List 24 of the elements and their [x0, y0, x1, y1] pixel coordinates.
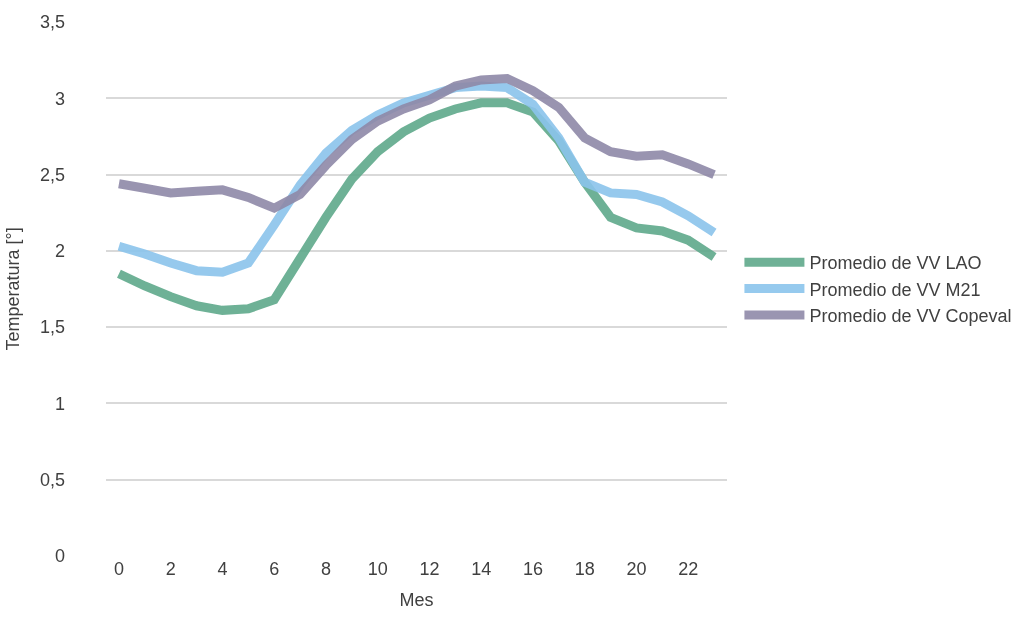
x-tick-label: 2: [165, 559, 176, 579]
x-tick-label: 18: [574, 559, 595, 579]
y-tick-label: 1,5: [39, 317, 65, 338]
y-tick-label: 0,5: [39, 470, 65, 491]
x-tick-label: 6: [269, 559, 280, 579]
x-axis-title: Mes: [399, 590, 434, 611]
x-tick-label: 20: [626, 559, 647, 579]
y-tick-label: 2: [54, 241, 65, 262]
x-tick-label: 22: [678, 559, 699, 579]
y-tick-label: 2,5: [39, 164, 65, 185]
x-tick-label: 14: [471, 559, 492, 579]
x-tick-label: 0: [113, 559, 124, 579]
x-tick-label: 16: [522, 559, 543, 579]
x-tick-label: 8: [320, 559, 331, 579]
y-tick-label: 3,5: [39, 12, 65, 33]
y-tick-label: 3: [54, 88, 65, 109]
legend-label: Promedio de VV Copeval: [809, 306, 1012, 327]
legend-label: Promedio de VV LAO: [809, 253, 982, 274]
x-tick-label: 4: [217, 559, 228, 579]
x-tick-label: 12: [419, 559, 440, 579]
y-axis-title: Temperatura [°]: [3, 227, 24, 351]
x-tick-label: 10: [367, 559, 388, 579]
y-tick-label: 1: [54, 393, 65, 414]
legend-label: Promedio de VV M21: [809, 279, 981, 300]
